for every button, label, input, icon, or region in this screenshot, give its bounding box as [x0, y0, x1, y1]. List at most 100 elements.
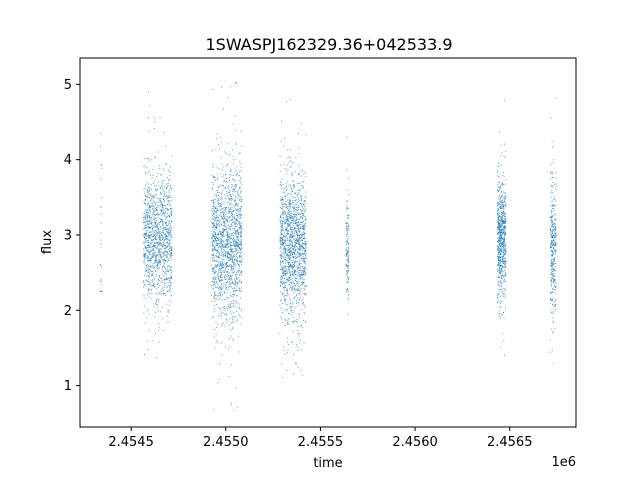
data-point	[499, 282, 501, 284]
data-point	[502, 244, 504, 246]
data-point	[212, 253, 214, 255]
data-point	[284, 231, 286, 233]
data-point	[150, 245, 152, 247]
data-point	[497, 281, 499, 283]
data-point	[151, 195, 153, 197]
data-point	[143, 228, 145, 230]
data-point	[347, 281, 349, 283]
data-point	[147, 235, 149, 237]
data-point	[154, 119, 156, 121]
data-point	[348, 251, 350, 253]
data-point	[153, 245, 155, 247]
data-point	[148, 158, 150, 160]
data-point	[167, 182, 169, 184]
data-point	[502, 222, 504, 224]
data-point	[301, 238, 303, 240]
data-point	[230, 210, 232, 212]
data-point	[167, 258, 169, 260]
data-point	[154, 222, 156, 224]
data-point	[346, 265, 348, 267]
data-point	[222, 266, 224, 268]
data-point	[293, 207, 295, 209]
data-point	[211, 200, 213, 202]
data-point	[504, 290, 506, 292]
data-point	[234, 284, 236, 286]
data-point	[504, 238, 506, 240]
data-point	[287, 240, 289, 242]
data-point	[157, 268, 159, 270]
data-point	[147, 259, 149, 261]
data-point	[232, 318, 234, 320]
data-point	[280, 196, 282, 198]
data-point	[305, 255, 307, 257]
data-point	[148, 258, 150, 260]
data-point	[296, 232, 298, 234]
data-point	[239, 249, 241, 251]
data-point	[156, 254, 158, 256]
data-point	[292, 245, 294, 247]
data-point	[233, 255, 235, 257]
data-point	[143, 247, 145, 249]
data-point	[500, 210, 502, 212]
data-point	[214, 217, 216, 219]
data-point	[159, 261, 160, 263]
data-point	[151, 264, 153, 266]
data-point	[143, 200, 145, 202]
data-point	[279, 262, 281, 264]
data-point	[498, 310, 500, 312]
data-point	[232, 156, 234, 158]
data-point	[222, 254, 224, 256]
data-point	[143, 188, 145, 190]
data-point	[143, 280, 145, 282]
data-point	[217, 204, 219, 206]
data-point	[168, 257, 170, 259]
data-point	[228, 177, 230, 179]
data-point	[145, 224, 147, 226]
data-point	[229, 154, 231, 156]
data-point	[159, 285, 161, 287]
data-point	[504, 213, 506, 215]
data-point	[347, 231, 349, 233]
data-point	[498, 223, 500, 225]
data-point	[224, 230, 226, 232]
data-point	[283, 211, 285, 213]
data-point	[504, 260, 506, 262]
data-point	[302, 215, 304, 217]
data-point	[222, 270, 224, 272]
data-point	[503, 227, 505, 229]
data-point	[503, 223, 505, 225]
data-point	[497, 217, 499, 219]
data-point	[282, 198, 284, 200]
data-point	[505, 244, 507, 246]
data-point	[294, 245, 296, 247]
data-point	[505, 183, 507, 185]
data-point	[148, 215, 150, 217]
data-point	[296, 288, 298, 290]
data-point	[292, 217, 294, 219]
data-point	[223, 306, 225, 308]
data-point	[279, 332, 281, 334]
data-point	[500, 241, 502, 243]
data-point	[168, 250, 170, 252]
data-point	[226, 235, 228, 237]
data-point	[280, 277, 282, 279]
data-point	[234, 198, 236, 200]
data-point	[301, 206, 303, 208]
data-point	[502, 266, 504, 268]
data-point	[286, 229, 288, 231]
data-point	[220, 193, 222, 195]
data-point	[290, 310, 292, 312]
data-point	[301, 212, 303, 214]
data-point	[230, 254, 232, 256]
data-point	[295, 251, 297, 253]
data-point	[211, 226, 213, 228]
data-point	[286, 281, 288, 283]
data-point	[292, 253, 294, 255]
data-point	[163, 259, 165, 261]
data-point	[227, 242, 229, 244]
data-point	[501, 230, 503, 232]
data-point	[238, 264, 240, 266]
data-point	[219, 292, 221, 294]
data-point	[292, 202, 294, 204]
data-point	[229, 306, 231, 308]
